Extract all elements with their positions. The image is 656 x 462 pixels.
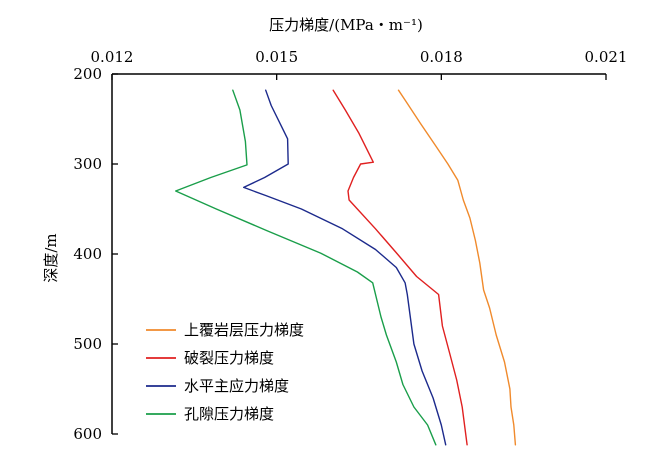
legend-label: 水平主应力梯度	[184, 377, 289, 395]
x-tick-label: 0.021	[585, 48, 628, 66]
legend-label: 上覆岩层压力梯度	[184, 321, 304, 339]
y-tick-label: 600	[73, 425, 102, 443]
series-line	[397, 89, 517, 446]
x-tick-label: 0.012	[91, 48, 134, 66]
series-line	[332, 89, 468, 446]
y-tick-label: 200	[73, 65, 102, 83]
y-tick-label: 500	[73, 335, 102, 353]
y-tick-label: 300	[73, 155, 102, 173]
y-tick-label: 400	[73, 245, 102, 263]
x-tick-label: 0.015	[255, 48, 298, 66]
y-axis-title: 深度/m	[42, 233, 60, 282]
axes: 0.012 0.015 0.018 0.021 200 300 400 500 600	[73, 48, 627, 443]
series-line	[242, 89, 447, 446]
series-line	[174, 89, 437, 446]
x-tick-label: 0.018	[420, 48, 463, 66]
legend-label: 孔隙压力梯度	[184, 405, 274, 423]
legend-label: 破裂压力梯度	[184, 349, 274, 367]
x-axis-title: 压力梯度/(MPa・m⁻¹)	[269, 16, 423, 34]
series-group	[174, 89, 517, 446]
